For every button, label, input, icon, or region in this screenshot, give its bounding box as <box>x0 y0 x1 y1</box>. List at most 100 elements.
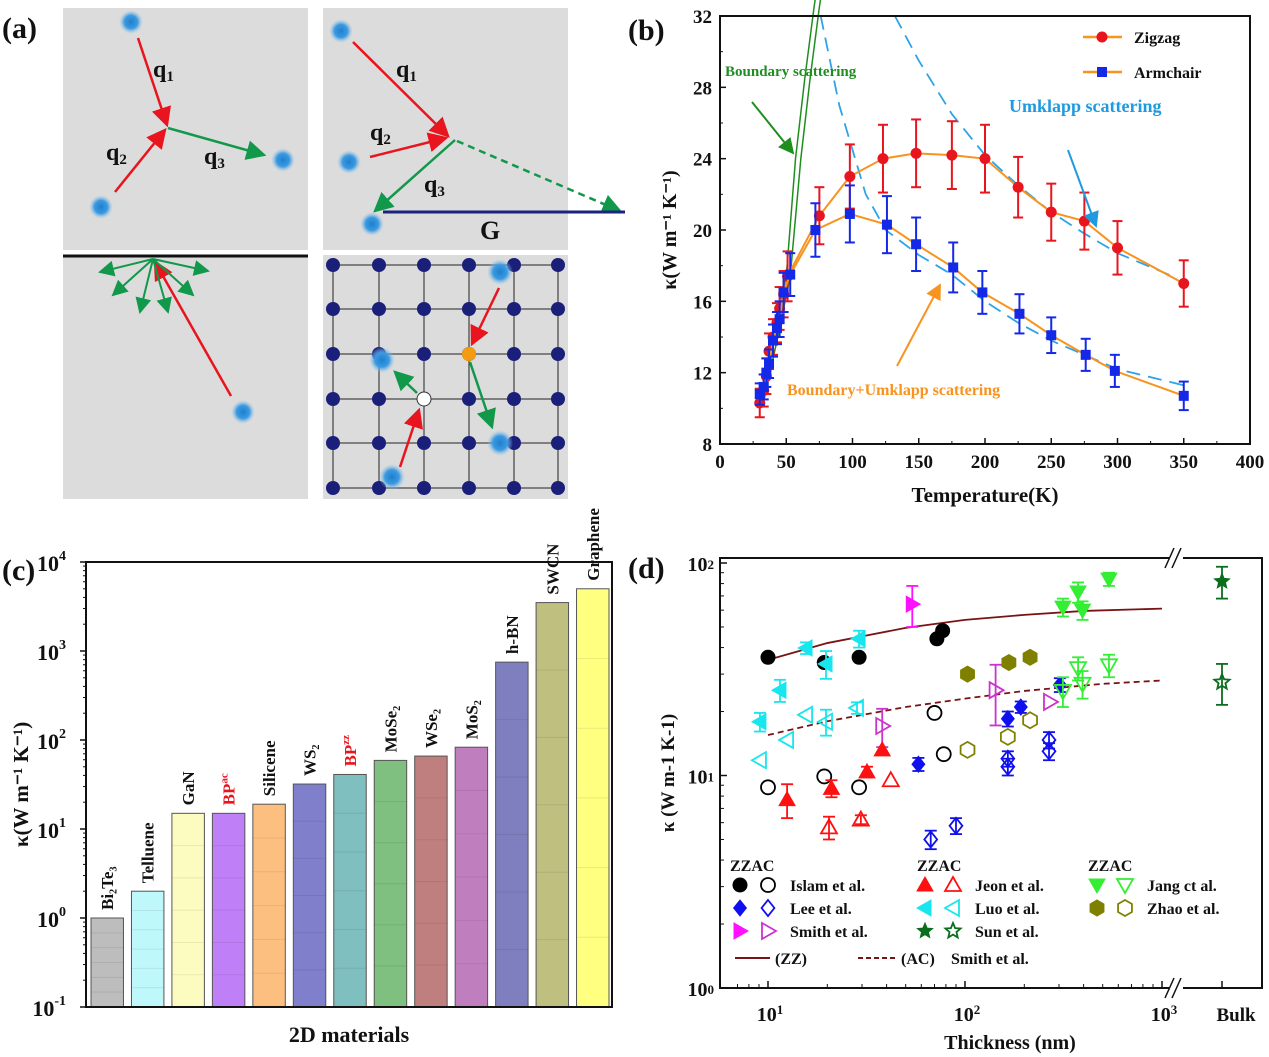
lattice-atom <box>551 347 565 361</box>
lattice-atom <box>551 392 565 406</box>
y-tick-base: 10 <box>37 729 59 754</box>
data-point-zz <box>770 681 787 700</box>
y-tick-label: 102 <box>37 727 66 754</box>
data-point-zigzag <box>946 149 958 161</box>
y-tick-label: 8 <box>703 435 713 456</box>
y-tick-label: 100 <box>688 979 715 1001</box>
legend-marker-ac <box>1115 878 1135 895</box>
panel-c-chart: (c) 10-1100101102103104Bi₂Te₃TellueneGaN… <box>2 508 613 1047</box>
y-tick-label: 102 <box>688 554 715 576</box>
legend-marker-ac <box>760 877 776 893</box>
legend-header: ZZAC <box>1088 858 1132 875</box>
y-tick-exponent: 4 <box>59 549 66 564</box>
phonon-ball <box>379 464 405 490</box>
bar <box>454 746 489 1008</box>
panel-label-c: (c) <box>2 554 35 587</box>
lattice-atom <box>372 436 386 450</box>
annotation-arrow <box>1067 149 1099 228</box>
phonon-ball <box>369 347 395 373</box>
fit-line <box>767 679 1163 736</box>
bar-label: GaN <box>179 771 198 806</box>
y-tick-label: 103 <box>37 638 66 665</box>
data-point-zigzag <box>979 153 991 165</box>
x-tick-label: 400 <box>1236 452 1265 473</box>
y-tick-label: 28 <box>693 78 712 99</box>
phonon-ball <box>329 19 353 43</box>
umklapp-process-diagram: q1 q2 q3 G <box>323 8 625 250</box>
data-point-zz <box>778 790 796 807</box>
plot-frame <box>719 557 1263 989</box>
bar-label-name: Graphene <box>584 508 603 581</box>
bar-label: MoS₂ <box>462 700 481 739</box>
x-tick-label: 250 <box>1037 452 1066 473</box>
legend-header: ZZAC <box>917 858 961 875</box>
y-tick-label: 20 <box>693 221 712 242</box>
y-tick-exponent: -1 <box>54 994 66 1009</box>
data-point-zigzag <box>1045 206 1057 218</box>
data-point-zz <box>1073 603 1092 620</box>
y-tick-base: 10 <box>688 767 708 789</box>
legend-label: Zigzag <box>1134 30 1180 47</box>
legend-marker-zz <box>916 875 934 892</box>
incident-arrow <box>153 259 233 397</box>
fit-umklapp-armchair <box>819 15 1191 388</box>
legend-label: Islam et al. <box>790 878 865 895</box>
lattice-atom <box>326 392 340 406</box>
lattice-atom <box>551 481 565 495</box>
data-point-ac <box>1053 684 1073 701</box>
bar <box>252 803 286 1008</box>
lattice-atom <box>417 302 431 316</box>
y-tick-exponent: 0 <box>59 905 66 920</box>
lattice-atom <box>462 258 476 272</box>
data-point-ac <box>777 730 794 750</box>
legend-marker-zz <box>732 877 748 893</box>
data-point-zz <box>750 712 767 731</box>
data-point-armchair <box>785 269 796 280</box>
phonon-ball <box>231 400 255 424</box>
scattered-arrows <box>98 258 210 314</box>
annotation-arrow <box>751 101 795 155</box>
x-axis-label: Temperature(K) <box>912 483 1059 507</box>
legend-marker-zz <box>1089 899 1105 917</box>
data-point-armchair <box>764 358 775 369</box>
diagram-background <box>63 255 308 499</box>
phonon-ball <box>487 430 513 456</box>
scattered-arrow <box>393 370 418 394</box>
data-point-zz <box>1000 709 1015 728</box>
lattice-atom <box>326 258 340 272</box>
bar <box>495 661 529 1008</box>
lattice-atom <box>462 436 476 450</box>
data-point-armchair <box>754 389 765 400</box>
lattice-atom <box>551 258 565 272</box>
bar <box>211 812 246 1008</box>
legend-label: Armchair <box>1134 65 1202 82</box>
legend-fit-label: (AC) <box>901 951 935 968</box>
label-q3: q3 <box>424 172 445 200</box>
data-point-armchair <box>810 225 821 235</box>
bar <box>90 917 124 1008</box>
data-point-zz <box>851 649 867 665</box>
lattice-atom <box>417 258 431 272</box>
legend-fit-label: (ZZ) <box>775 951 807 968</box>
incident-arrow <box>470 287 501 347</box>
legend-marker-ac <box>761 921 778 941</box>
legend-marker <box>1096 31 1108 43</box>
data-point-armchair <box>1109 365 1120 376</box>
y-tick-exponent: 1 <box>708 770 715 785</box>
data-point-armchair <box>774 314 785 325</box>
data-point-armchair <box>771 323 782 334</box>
data-point-zigzag <box>877 153 889 165</box>
scattered-arrow <box>468 361 496 430</box>
bar-label: Graphene <box>584 508 603 581</box>
data-point-zz <box>760 649 776 665</box>
q3-virtual-arrow <box>456 139 623 214</box>
bar-label: h-BN <box>503 615 522 654</box>
data-point-zz <box>822 779 841 795</box>
y-tick-label: 101 <box>688 767 715 789</box>
data-point-armchair <box>761 367 772 378</box>
phonon-ball <box>360 212 384 236</box>
q1-arrow <box>352 41 450 138</box>
data-point-ac <box>923 830 939 849</box>
data-point-armchair <box>977 287 988 298</box>
